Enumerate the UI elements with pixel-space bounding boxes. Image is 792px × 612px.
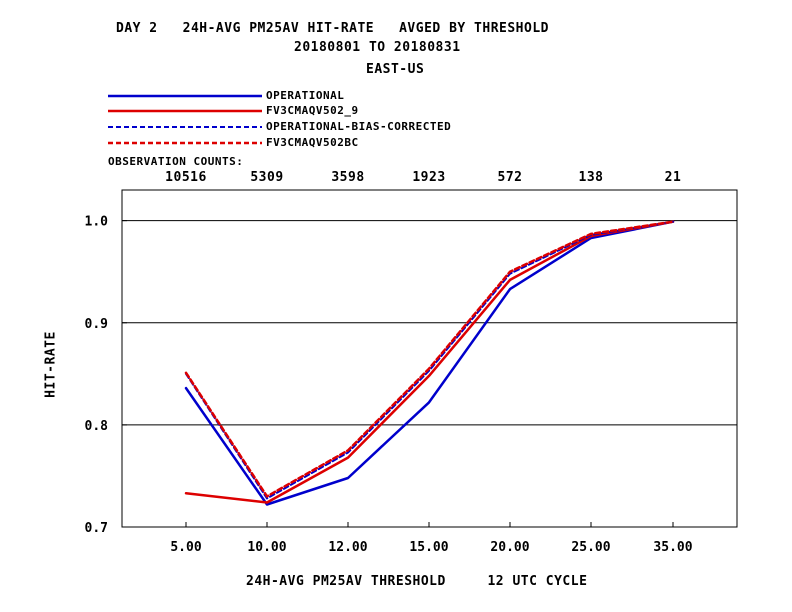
date-range: 20180801 TO 20180831 (294, 40, 461, 55)
x-tick-label: 5.00 (170, 540, 201, 555)
x-tick-label: 15.00 (409, 540, 448, 555)
x-axis-label: 24H-AVG PM25AV THRESHOLD 12 UTC CYCLE (246, 574, 588, 589)
chart-title: DAY 2 24H-AVG PM25AV HIT-RATE AVGED BY T… (116, 21, 549, 36)
observation-counts-heading: OBSERVATION COUNTS: (108, 155, 244, 168)
series-line-operational (184, 220, 675, 506)
y-axis-label: HIT-RATE (43, 331, 59, 398)
observation-count: 21 (664, 170, 682, 185)
series-line-fv3cmaqv502bc (184, 220, 675, 498)
y-tick-label: 0.7 (85, 521, 108, 536)
plot-frame (121, 189, 738, 528)
x-tick-label: 12.00 (328, 540, 367, 555)
x-tick-label: 25.00 (571, 540, 610, 555)
legend-label-fv3cmaqv502bc: FV3CMAQV502BC (266, 136, 359, 149)
y-tick-label: 0.9 (85, 317, 108, 332)
x-tick-label: 35.00 (653, 540, 692, 555)
legend-swatches (108, 94, 262, 145)
observation-count: 138 (578, 170, 604, 185)
y-tick-label: 0.8 (85, 419, 109, 434)
legend-label-operational: OPERATIONAL (266, 89, 345, 102)
y-tick-label: 1.0 (85, 215, 109, 230)
x-tick-label: 10.00 (247, 540, 286, 555)
observation-count: 5309 (250, 170, 284, 185)
observation-count: 10516 (165, 170, 207, 185)
legend-label-operational-bc: OPERATIONAL-BIAS-CORRECTED (266, 120, 452, 133)
observation-count: 3598 (331, 170, 365, 185)
observation-count: 572 (497, 170, 523, 185)
observation-count: 1923 (412, 170, 446, 185)
legend-label-fv3cmaqv502-9: FV3CMAQV502_9 (266, 104, 359, 117)
region-label: EAST-US (366, 62, 425, 77)
x-tick-label: 20.00 (490, 540, 529, 555)
series-line-fv3cmaqv502-9 (184, 220, 675, 504)
series-line-operational-bias-corrected (185, 220, 674, 500)
